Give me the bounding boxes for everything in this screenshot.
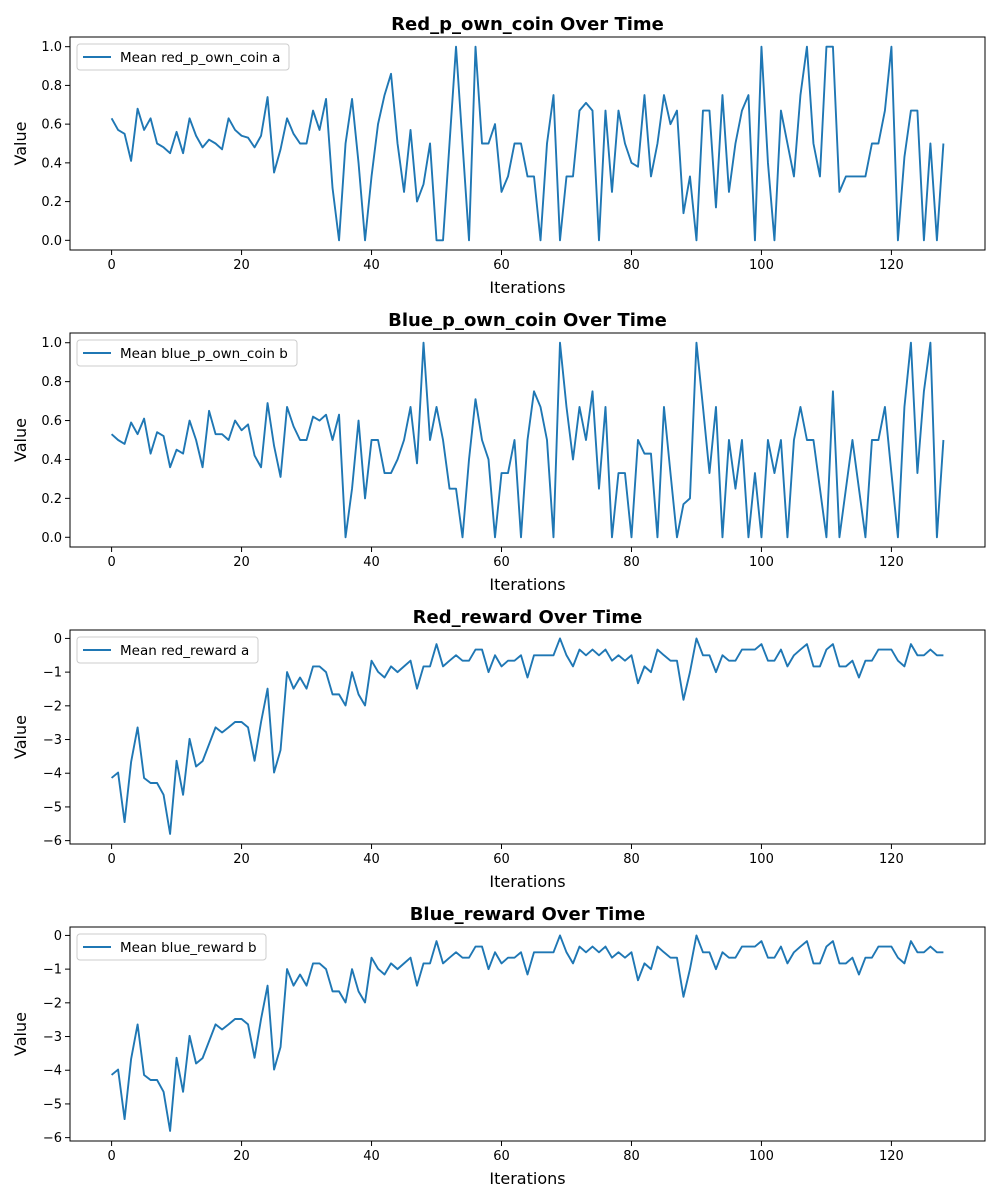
x-axis-label: Iterations — [489, 575, 565, 594]
legend: Mean blue_p_own_coin b — [76, 339, 298, 367]
x-tick-label: 20 — [233, 258, 250, 273]
x-tick-label: 80 — [623, 258, 640, 273]
y-tick-label: −3 — [43, 1030, 62, 1045]
x-tick-label: 80 — [623, 555, 640, 570]
x-tick-label: 0 — [107, 555, 115, 570]
y-tick-label: −4 — [43, 1064, 62, 1079]
legend-label: Mean red_p_own_coin a — [120, 50, 280, 66]
x-tick-label: 100 — [749, 555, 774, 570]
y-tick-label: −5 — [43, 1097, 62, 1112]
legend: Mean red_p_own_coin a — [76, 43, 290, 71]
x-tick-label: 0 — [107, 852, 115, 867]
x-tick-label: 120 — [879, 852, 904, 867]
legend-label: Mean blue_reward b — [120, 940, 257, 956]
y-tick-label: −6 — [43, 834, 62, 849]
chart-panel-3: Red_reward Over Time 0 20 40 60 80 100 120 −6 −5 −… — [11, 607, 986, 891]
y-tick-label: 0.0 — [41, 234, 62, 249]
chart-panel-2: Blue_p_own_coin Over Time 0 20 40 60 80 100 120… — [11, 310, 986, 594]
chart-title: Red_reward Over Time — [413, 607, 643, 628]
x-tick-label: 0 — [107, 1149, 115, 1164]
legend: Mean blue_reward b — [76, 933, 267, 961]
y-tick-label: 0 — [54, 929, 62, 944]
y-tick-label: 0 — [54, 632, 62, 647]
x-tick-label: 40 — [363, 852, 380, 867]
plot-area-frame — [69, 629, 986, 845]
x-tick-label: 80 — [623, 852, 640, 867]
chart-panel-4: Blue_reward Over Time 0 20 40 60 80 100 120 −6 −5… — [11, 904, 986, 1188]
chart-title: Red_p_own_coin Over Time — [391, 14, 664, 35]
chart-title: Blue_p_own_coin Over Time — [388, 310, 667, 331]
plot-area-frame — [69, 36, 986, 251]
x-tick-label: 100 — [749, 1149, 774, 1164]
x-tick-label: 60 — [493, 555, 510, 570]
x-axis-label: Iterations — [489, 278, 565, 297]
x-tick-label: 40 — [363, 1149, 380, 1164]
y-tick-label: 0.4 — [41, 453, 62, 468]
y-axis-label: Value — [11, 1012, 30, 1056]
x-tick-label: 60 — [493, 1149, 510, 1164]
plot-area-frame — [69, 926, 986, 1142]
legend-box — [76, 636, 259, 664]
x-axis-label: Iterations — [489, 1169, 565, 1188]
y-tick-label: 0.6 — [41, 118, 62, 133]
x-tick-label: 120 — [879, 258, 904, 273]
y-tick-label: 1.0 — [41, 40, 62, 55]
y-tick-label: 0.8 — [41, 375, 62, 390]
chart-title: Blue_reward Over Time — [410, 904, 646, 925]
x-tick-label: 60 — [493, 258, 510, 273]
x-tick-label: 100 — [749, 852, 774, 867]
y-tick-label: 0.6 — [41, 414, 62, 429]
legend-box — [76, 43, 290, 71]
x-tick-label: 100 — [749, 258, 774, 273]
x-tick-label: 120 — [879, 1149, 904, 1164]
series-line-1 — [110, 637, 944, 835]
y-tick-label: −2 — [43, 699, 62, 714]
legend-label: Mean red_reward a — [120, 643, 249, 659]
plot-area-frame — [69, 332, 986, 548]
chart-panel-1: Red_p_own_coin Over Time 0 20 40 60 80 100 120 0… — [11, 14, 986, 297]
y-tick-label: 0.8 — [41, 79, 62, 94]
y-tick-label: −6 — [43, 1131, 62, 1146]
y-tick-label: −1 — [43, 666, 62, 681]
x-tick-label: 40 — [363, 555, 380, 570]
legend-box — [76, 933, 267, 961]
y-tick-label: −2 — [43, 996, 62, 1011]
y-axis-label: Value — [11, 418, 30, 462]
x-tick-label: 20 — [233, 555, 250, 570]
y-tick-label: 0.2 — [41, 195, 62, 210]
y-tick-label: −1 — [43, 963, 62, 978]
y-tick-label: 0.4 — [41, 156, 62, 171]
legend-box — [76, 339, 298, 367]
y-tick-label: 0.2 — [41, 492, 62, 507]
y-tick-label: −4 — [43, 767, 62, 782]
series-line-1 — [110, 934, 944, 1132]
y-tick-label: −3 — [43, 733, 62, 748]
y-tick-label: 0.0 — [41, 531, 62, 546]
y-axis-label: Value — [11, 122, 30, 166]
x-tick-label: 20 — [233, 1149, 250, 1164]
legend-label: Mean blue_p_own_coin b — [120, 346, 288, 362]
y-axis-label: Value — [11, 715, 30, 759]
y-tick-label: −5 — [43, 800, 62, 815]
legend: Mean red_reward a — [76, 636, 259, 664]
series-line-1 — [110, 45, 945, 242]
x-tick-label: 40 — [363, 258, 380, 273]
y-tick-label: 1.0 — [41, 336, 62, 351]
x-tick-label: 80 — [623, 1149, 640, 1164]
series-line-1 — [110, 341, 945, 539]
x-tick-label: 60 — [493, 852, 510, 867]
x-axis-label: Iterations — [489, 872, 565, 891]
x-tick-label: 20 — [233, 852, 250, 867]
x-tick-label: 0 — [107, 258, 115, 273]
x-tick-label: 120 — [879, 555, 904, 570]
